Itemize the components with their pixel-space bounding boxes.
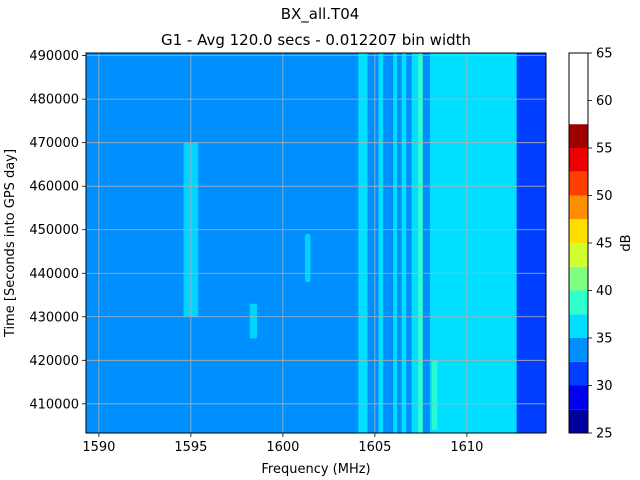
- y-tick-label: 420000: [29, 354, 79, 369]
- heatmap-band: [418, 53, 423, 433]
- colorbar-ticks: 25 30 35 40 45 50 55 60 65: [588, 47, 613, 442]
- y-tick-label: 480000: [29, 93, 79, 108]
- colorbar-tick-label: 45: [596, 237, 613, 252]
- y-axis-ticks: 410000 420000 430000 440000 450000 460000 4700…: [29, 49, 86, 412]
- colorbar-segment: [569, 290, 588, 315]
- y-tick-label: 460000: [29, 180, 79, 195]
- colorbar-segment: [569, 409, 588, 433]
- x-tick-label: 1605: [358, 440, 391, 455]
- heatmap-feature: [304, 234, 311, 282]
- colorbar-segment: [569, 314, 588, 338]
- colorbar-segment: [569, 243, 588, 267]
- heatmap-band: [516, 53, 546, 433]
- colorbar-segment: [569, 385, 588, 410]
- x-tick-label: 1595: [174, 440, 207, 455]
- colorbar-tick-label: 60: [596, 94, 613, 109]
- y-axis-label: Time [Seconds into GPS day]: [3, 149, 18, 338]
- colorbar-segment: [569, 266, 588, 291]
- colorbar-segment: [569, 195, 588, 220]
- colorbar-tick-label: 50: [596, 189, 613, 204]
- x-tick-label: 1600: [266, 440, 299, 455]
- colorbar-segment: [569, 171, 588, 196]
- y-tick-label: 430000: [29, 310, 79, 325]
- colorbar-tick-label: 40: [596, 284, 613, 299]
- colorbar-tick-label: 55: [596, 142, 613, 157]
- y-tick-label: 440000: [29, 267, 79, 282]
- chart-title: G1 - Avg 120.0 secs - 0.012207 bin width: [161, 31, 471, 49]
- x-tick-label: 1590: [82, 440, 115, 455]
- heatmap-plot-area: [86, 53, 546, 433]
- colorbar-tick-label: 65: [596, 47, 613, 62]
- colorbar-segment: [569, 361, 588, 386]
- colorbar-segment: [569, 219, 588, 243]
- colorbar-tick-label: 35: [596, 332, 613, 347]
- x-axis-label: Frequency (MHz): [261, 462, 370, 477]
- colorbar-tick-label: 25: [596, 427, 613, 442]
- heatmap-feature: [249, 303, 258, 339]
- heatmap-bands: [86, 53, 546, 433]
- heatmap-band: [358, 53, 368, 433]
- heatmap-band: [411, 53, 419, 433]
- colorbar-segment: [569, 124, 588, 148]
- x-axis-ticks: 1590 1595 1600 1605 1610: [82, 433, 483, 455]
- heatmap-band: [378, 53, 384, 433]
- heatmap-band: [393, 53, 397, 433]
- colorbar-tick-label: 30: [596, 379, 613, 394]
- y-tick-label: 450000: [29, 223, 79, 238]
- chart-suptitle: BX_all.T04: [281, 5, 360, 24]
- colorbar: [569, 124, 588, 433]
- grid-lines: [86, 53, 546, 433]
- x-tick-label: 1610: [450, 440, 483, 455]
- colorbar-label: dB: [619, 234, 634, 251]
- colorbar-segment: [569, 148, 588, 172]
- heatmap-band: [401, 53, 407, 433]
- heatmap-band: [430, 53, 517, 433]
- heatmap-feature: [431, 360, 438, 430]
- plot-frame: [85, 52, 547, 434]
- y-tick-label: 470000: [29, 136, 79, 151]
- y-tick-label: 410000: [29, 397, 79, 412]
- y-tick-label: 490000: [29, 49, 79, 64]
- colorbar-segment: [569, 338, 588, 362]
